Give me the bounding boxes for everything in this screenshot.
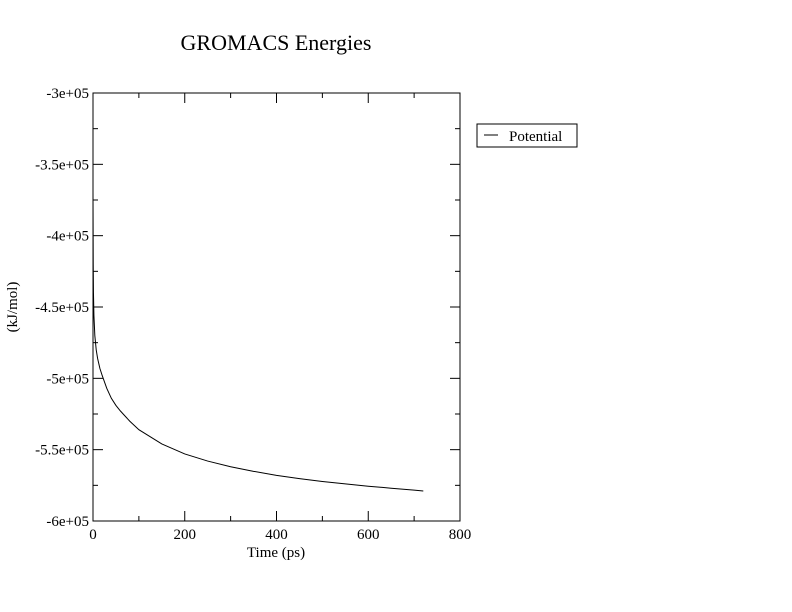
x-tick-label: 200 — [174, 527, 197, 543]
plot-frame — [92, 92, 461, 522]
x-axis-label: Time (ps) — [247, 545, 305, 561]
y-tick-label: -4.5e+05 — [35, 300, 89, 316]
x-axis: 0 200 400 600 800 — [89, 93, 471, 543]
y-axis: -6e+05 -5.5e+05 -5e+05 -4.5e+05 -4e+05 -3.5e+… — [35, 86, 460, 530]
x-tick-label: 0 — [89, 527, 97, 543]
chart-title: GROMACS Energies — [181, 30, 372, 55]
y-tick-label: -5e+05 — [46, 371, 89, 387]
y-tick-label: -5.5e+05 — [35, 443, 89, 459]
y-tick-label: -6e+05 — [46, 514, 89, 530]
x-tick-label: 400 — [265, 527, 288, 543]
legend: Potential — [476, 123, 578, 148]
y-tick-label: -3e+05 — [46, 86, 89, 102]
y-tick-label: -3.5e+05 — [35, 157, 89, 173]
legend-box — [476, 123, 578, 148]
series-line-potential — [92, 192, 424, 492]
x-tick-label: 800 — [449, 527, 472, 543]
y-axis-label: (kJ/mol) — [5, 282, 21, 333]
legend-label-potential: Potential — [509, 129, 562, 145]
y-tick-label: -4e+05 — [46, 229, 89, 245]
x-tick-label: 600 — [357, 527, 380, 543]
